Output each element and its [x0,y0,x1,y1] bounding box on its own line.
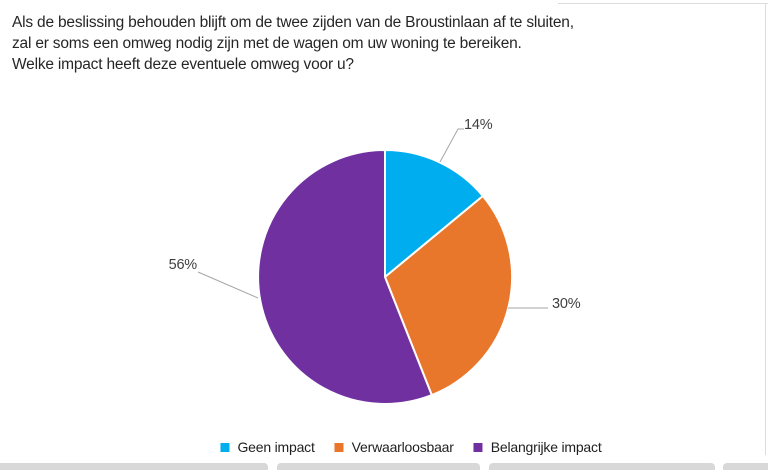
legend-item-belangrijke-impact: Belangrijke impact [473,439,602,455]
legend-item-verwaarloosbaar: Verwaarloosbaar [334,439,454,455]
leader-line-belangrijke-impact [197,271,259,299]
legend-label-geen-impact: Geen impact [237,439,315,455]
legend-swatch-geen-impact [220,442,230,452]
frame-border-right [765,3,766,455]
page-edge-artifact [0,463,268,470]
page-edge-artifact [723,463,768,470]
chart-legend: Geen impact Verwaarloosbaar Belangrijke … [220,439,602,455]
percent-label-geen-impact: 14% [464,117,493,133]
legend-label-verwaarloosbaar: Verwaarloosbaar [351,439,454,455]
percent-label-verwaarloosbaar: 30% [552,296,581,312]
legend-swatch-belangrijke-impact [473,442,483,452]
legend-swatch-verwaarloosbaar [334,442,344,452]
legend-item-geen-impact: Geen impact [220,439,315,455]
leader-line-geen-impact [439,128,464,163]
percent-label-belangrijke-impact: 56% [168,257,198,273]
chart-title-line-1: Als de beslissing behouden blijft om de … [12,14,574,31]
leader-lines [197,128,548,309]
pie-slice-belangrijke-impact [257,149,433,405]
legend-label-belangrijke-impact: Belangrijke impact [490,439,602,455]
frame-border-top [558,3,768,4]
chart-title-line-2: zal er soms een omweg nodig zijn met de … [12,35,522,52]
pie-slice-geen-impact [384,148,484,278]
page-edge-artifact [277,463,480,470]
page-edge-artifact [489,463,715,470]
chart-title: Als de beslissing behouden blijft om de … [12,12,652,75]
chart-title-line-3: Welke impact heeft deze eventuele omweg … [12,56,354,73]
pie-slice-verwaarloosbaar [384,195,514,397]
